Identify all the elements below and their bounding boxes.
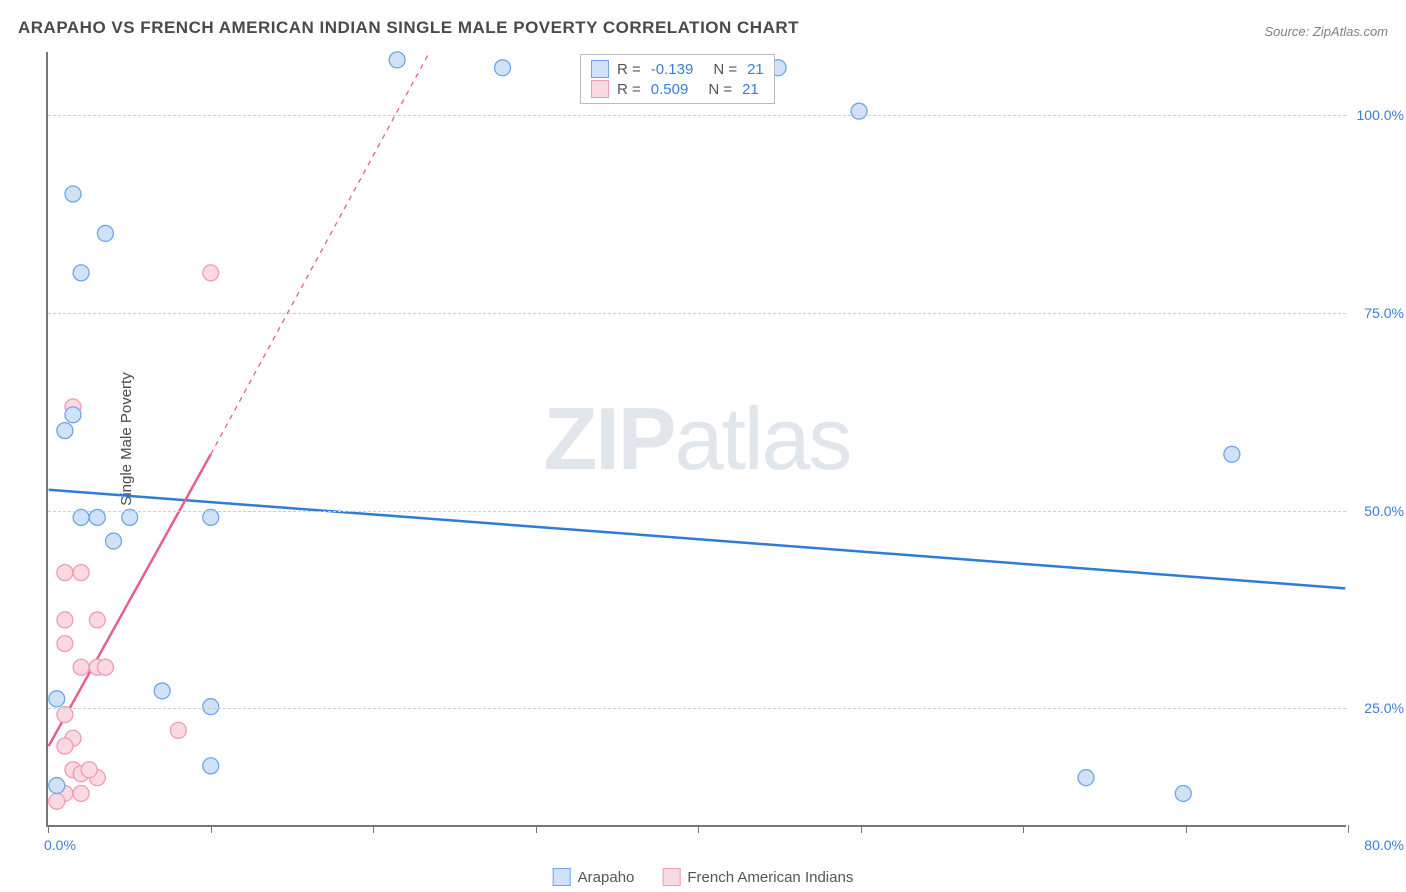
x-tick bbox=[861, 825, 862, 833]
r-value-arapaho: -0.139 bbox=[651, 61, 694, 78]
x-tick bbox=[211, 825, 212, 833]
chart-title: ARAPAHO VS FRENCH AMERICAN INDIAN SINGLE… bbox=[18, 18, 799, 38]
n-label: N = bbox=[713, 61, 737, 78]
r-value-french: 0.509 bbox=[651, 81, 689, 98]
plot-area: Single Male Poverty ZIPatlas R = -0.139 … bbox=[46, 52, 1346, 827]
swatch-blue bbox=[591, 60, 609, 78]
n-value-french: 21 bbox=[742, 81, 759, 98]
stats-row-arapaho: R = -0.139 N = 21 bbox=[591, 59, 764, 79]
bottom-legend: Arapaho French American Indians bbox=[553, 868, 854, 886]
x-tick bbox=[698, 825, 699, 833]
r-label: R = bbox=[617, 81, 641, 98]
x-min-label: 0.0% bbox=[44, 837, 76, 853]
n-value-arapaho: 21 bbox=[747, 61, 764, 78]
legend-item-french: French American Indians bbox=[662, 868, 853, 886]
gridline bbox=[48, 708, 1346, 709]
x-tick bbox=[48, 825, 49, 833]
x-tick bbox=[373, 825, 374, 833]
legend-item-arapaho: Arapaho bbox=[553, 868, 635, 886]
x-tick bbox=[536, 825, 537, 833]
legend-label-french: French American Indians bbox=[687, 869, 853, 886]
gridline bbox=[48, 115, 1346, 116]
y-tick-label: 75.0% bbox=[1364, 305, 1404, 321]
y-tick-label: 100.0% bbox=[1357, 107, 1404, 123]
y-tick-label: 25.0% bbox=[1364, 700, 1404, 716]
stats-legend-box: R = -0.139 N = 21 R = 0.509 N = 21 bbox=[580, 54, 775, 104]
x-max-label: 80.0% bbox=[1364, 837, 1404, 853]
x-tick bbox=[1023, 825, 1024, 833]
swatch-pink bbox=[662, 868, 680, 886]
gridline bbox=[48, 511, 1346, 512]
source-attribution: Source: ZipAtlas.com bbox=[1264, 24, 1388, 39]
gridline bbox=[48, 313, 1346, 314]
swatch-blue bbox=[553, 868, 571, 886]
n-label: N = bbox=[708, 81, 732, 98]
legend-label-arapaho: Arapaho bbox=[578, 869, 635, 886]
x-tick bbox=[1348, 825, 1349, 833]
x-axis-labels: 0.0% 80.0% bbox=[48, 837, 1346, 857]
x-tick bbox=[1186, 825, 1187, 833]
stats-row-french: R = 0.509 N = 21 bbox=[591, 79, 764, 99]
r-label: R = bbox=[617, 61, 641, 78]
y-tick-label: 50.0% bbox=[1364, 503, 1404, 519]
swatch-pink bbox=[591, 80, 609, 98]
